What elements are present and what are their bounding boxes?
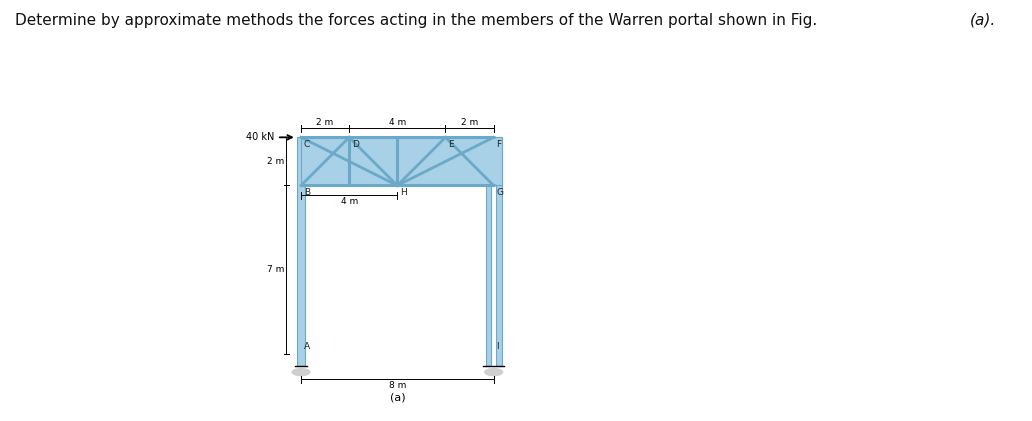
Text: D: D <box>352 140 359 149</box>
Bar <box>297 137 304 366</box>
Text: 2 m: 2 m <box>266 157 284 166</box>
Text: (a): (a) <box>389 393 406 402</box>
Ellipse shape <box>484 368 504 376</box>
Text: 8 m: 8 m <box>389 381 406 390</box>
Bar <box>486 137 491 366</box>
Text: I: I <box>496 342 499 351</box>
Text: 4 m: 4 m <box>389 118 406 127</box>
Text: E: E <box>448 140 454 149</box>
Bar <box>495 137 502 366</box>
Text: F: F <box>496 140 502 149</box>
Text: C: C <box>303 140 311 149</box>
Bar <box>301 137 502 186</box>
Text: 7 m: 7 m <box>266 265 284 274</box>
Text: G: G <box>496 188 504 197</box>
Text: 2 m: 2 m <box>461 118 478 127</box>
Text: A: A <box>303 342 310 351</box>
Text: H: H <box>400 188 407 197</box>
Text: 40 kN: 40 kN <box>247 132 275 142</box>
Text: (a).: (a). <box>970 13 996 28</box>
Text: B: B <box>303 188 310 197</box>
Ellipse shape <box>291 368 311 376</box>
Text: 4 m: 4 m <box>341 197 358 206</box>
Text: Determine by approximate methods the forces acting in the members of the Warren : Determine by approximate methods the for… <box>15 13 817 28</box>
Text: 2 m: 2 m <box>317 118 333 127</box>
